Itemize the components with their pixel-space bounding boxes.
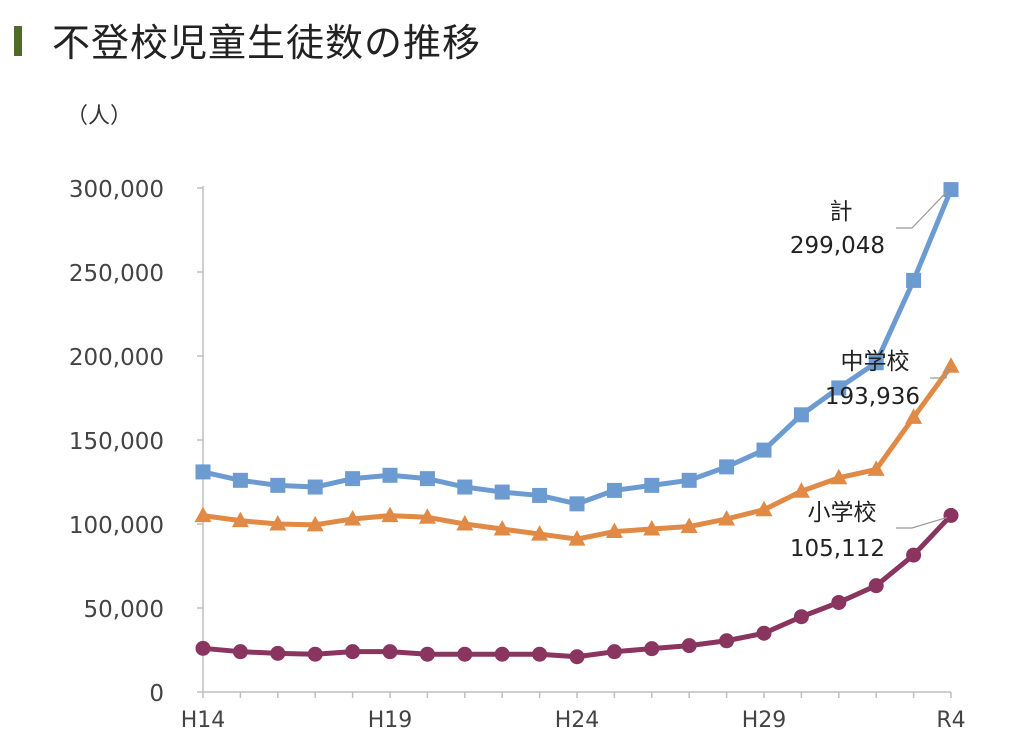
series-name-total: 計 <box>830 199 853 225</box>
data-point-total <box>943 182 959 198</box>
data-point-elementary <box>232 644 248 660</box>
data-point-total <box>270 477 286 493</box>
data-point-total <box>868 355 884 371</box>
y-tick-label: 50,000 <box>84 597 164 623</box>
data-point-middle <box>194 506 212 523</box>
series-end-value-middle: 193,936 <box>825 384 920 410</box>
data-point-elementary <box>419 646 435 662</box>
data-point-elementary <box>195 640 211 656</box>
data-point-middle <box>531 525 549 541</box>
y-tick-label: 0 <box>149 681 164 707</box>
data-point-middle <box>418 508 436 524</box>
data-point-middle <box>905 408 923 424</box>
x-tick-label: H29 <box>742 708 787 733</box>
data-point-elementary <box>943 507 959 523</box>
data-point-middle <box>605 522 623 539</box>
data-point-middle <box>755 500 773 517</box>
callout-leader-elementary <box>896 516 948 529</box>
title-accent-bar <box>14 26 22 56</box>
data-point-total <box>307 479 323 495</box>
y-tick-label: 200,000 <box>69 345 164 371</box>
data-point-total <box>831 380 847 396</box>
data-point-middle <box>643 520 661 536</box>
x-tick-label: H24 <box>555 708 600 733</box>
series-end-value-total: 299,048 <box>790 233 885 259</box>
data-point-elementary <box>270 645 286 661</box>
data-point-middle <box>344 509 362 526</box>
chart-title: 不登校児童生徒数の推移 <box>52 21 482 65</box>
series-name-middle: 中学校 <box>841 349 910 375</box>
data-point-elementary <box>606 644 622 660</box>
data-point-elementary <box>681 638 697 654</box>
data-point-total <box>494 484 510 500</box>
y-tick-label: 300,000 <box>69 177 164 203</box>
series-end-value-elementary: 105,112 <box>790 536 885 562</box>
data-point-total <box>756 442 772 458</box>
data-point-total <box>606 482 622 498</box>
data-point-elementary <box>307 646 323 662</box>
data-point-total <box>644 477 660 493</box>
series-name-elementary: 小学校 <box>808 500 877 526</box>
data-point-middle <box>231 511 249 528</box>
data-point-elementary <box>457 646 473 662</box>
data-point-middle <box>718 509 736 526</box>
data-point-elementary <box>494 646 510 662</box>
data-point-total <box>232 472 248 488</box>
data-point-total <box>906 272 922 288</box>
data-point-total <box>681 472 697 488</box>
data-point-middle <box>792 482 810 498</box>
data-point-total <box>569 496 585 512</box>
callout-leader-total <box>896 191 948 229</box>
data-point-elementary <box>906 547 922 563</box>
data-point-elementary <box>719 633 735 649</box>
data-point-middle <box>269 515 287 531</box>
x-tick-label: R4 <box>936 708 965 733</box>
x-tick-label: H14 <box>181 708 226 733</box>
data-point-total <box>195 464 211 480</box>
data-point-elementary <box>793 609 809 625</box>
data-point-elementary <box>569 649 585 665</box>
data-point-elementary <box>382 644 398 660</box>
data-point-total <box>457 479 473 495</box>
data-point-total <box>382 467 398 483</box>
data-point-elementary <box>644 641 660 657</box>
y-tick-label: 150,000 <box>69 429 164 455</box>
data-point-total <box>532 487 548 503</box>
data-point-elementary <box>868 578 884 594</box>
data-point-middle <box>456 515 474 531</box>
data-point-total <box>345 471 361 487</box>
data-point-elementary <box>345 644 361 660</box>
y-tick-label: 250,000 <box>69 261 164 287</box>
data-point-middle <box>493 520 511 536</box>
callout-leader-middle <box>930 368 948 379</box>
data-point-middle <box>680 517 698 534</box>
y-axis-unit: （人） <box>66 104 133 129</box>
data-point-total <box>793 407 809 423</box>
y-tick-label: 100,000 <box>69 513 164 539</box>
data-point-total <box>419 471 435 487</box>
data-point-middle <box>381 506 399 523</box>
data-point-elementary <box>831 594 847 610</box>
data-point-middle <box>306 515 324 532</box>
data-point-middle <box>568 530 586 546</box>
data-point-middle <box>942 357 960 373</box>
x-tick-label: H19 <box>368 708 413 733</box>
data-point-elementary <box>756 625 772 641</box>
data-point-middle <box>830 468 848 485</box>
data-point-middle <box>867 460 885 476</box>
data-point-elementary <box>532 646 548 662</box>
data-point-total <box>719 459 735 475</box>
